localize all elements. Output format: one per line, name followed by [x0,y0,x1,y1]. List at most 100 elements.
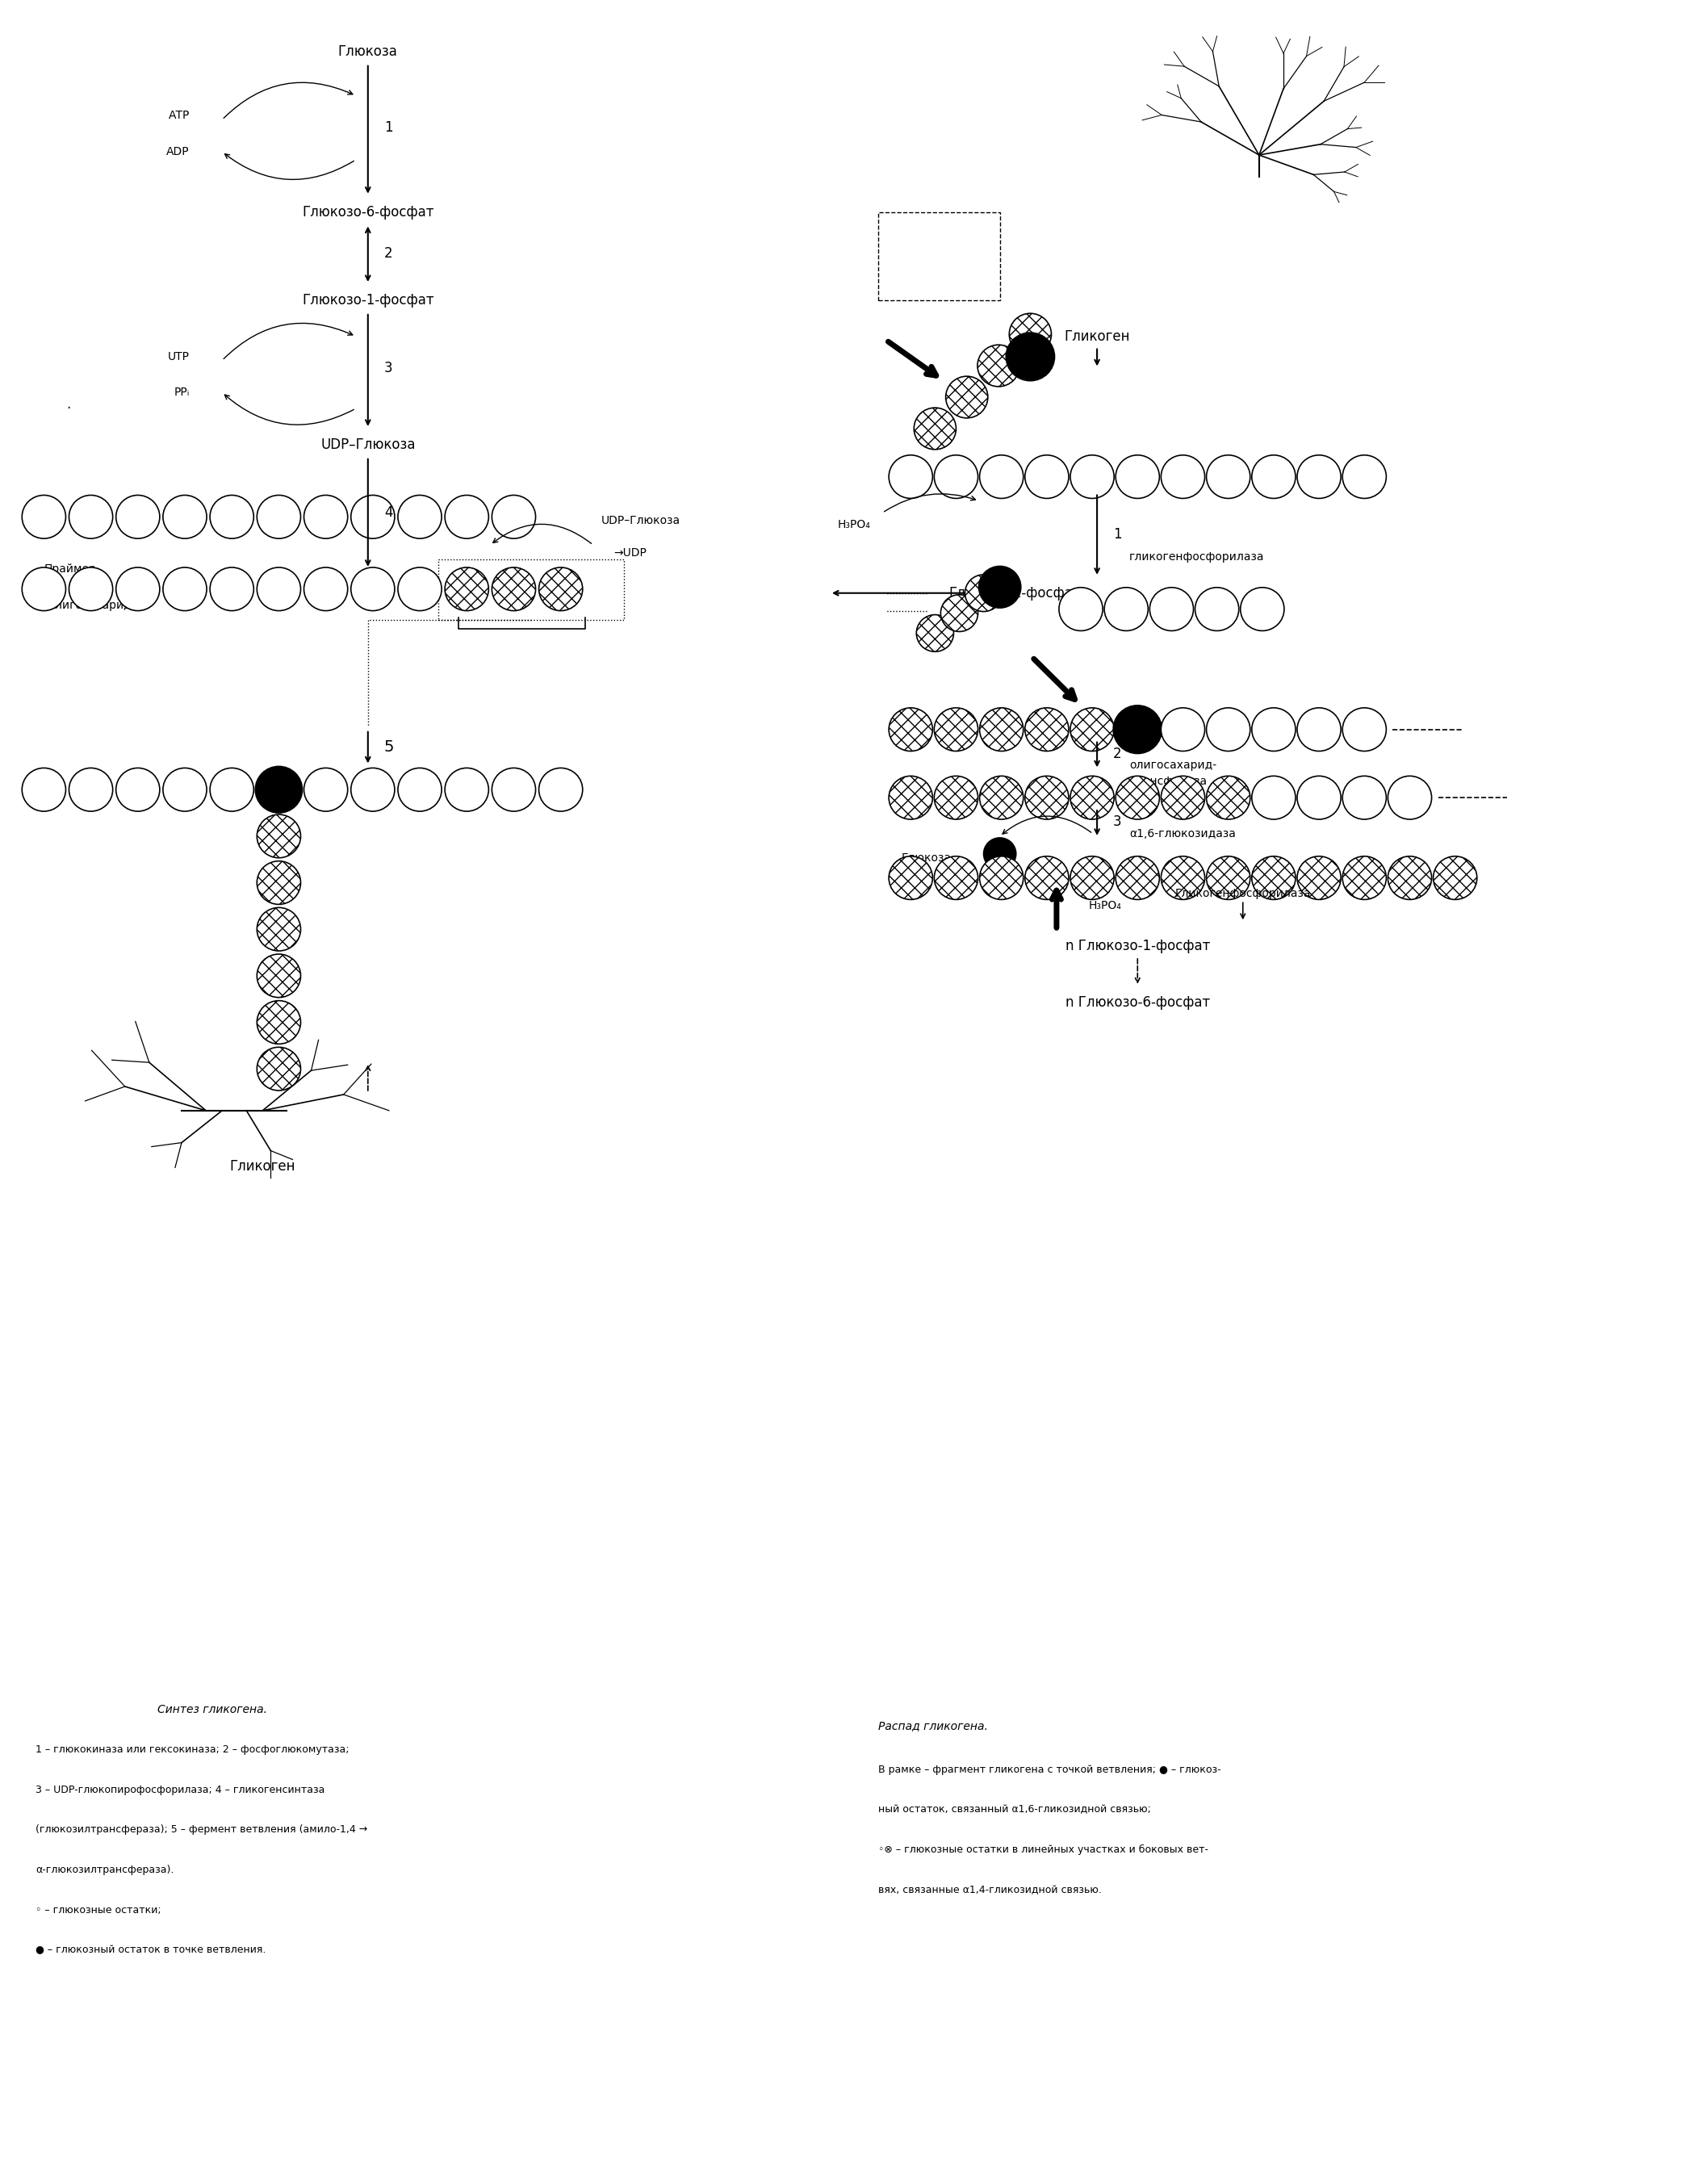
Circle shape [444,495,488,539]
Circle shape [256,1000,301,1043]
Circle shape [1196,587,1238,630]
Text: В рамке – фрагмент гликогена с точкой ветвления; ● – глюкоз-: В рамке – фрагмент гликогена с точкой ве… [878,1764,1221,1775]
Circle shape [1059,587,1103,630]
Circle shape [934,708,979,752]
Circle shape [965,574,1003,611]
Circle shape [1161,776,1204,819]
Circle shape [398,567,442,611]
Text: 1 – глюкокиназа или гексокиназа; 2 – фосфоглюкомутаза;: 1 – глюкокиназа или гексокиназа; 2 – фос… [36,1745,350,1756]
Circle shape [888,776,933,819]
Circle shape [254,767,302,813]
Text: .: . [67,398,70,413]
Circle shape [304,567,348,611]
Circle shape [22,767,65,811]
Circle shape [979,567,1021,608]
Circle shape [304,495,348,539]
Text: олигосахарид-: олигосахарид- [1129,761,1216,771]
Circle shape [1252,856,1296,900]
Text: H₃PO₄: H₃PO₄ [1090,900,1122,913]
Text: 1: 1 [1114,528,1122,541]
Circle shape [1115,856,1160,900]
Circle shape [22,495,65,539]
Circle shape [1252,454,1296,498]
Text: Глюкоза: Глюкоза [902,852,951,863]
Circle shape [1025,454,1069,498]
Circle shape [1071,856,1114,900]
Circle shape [934,776,979,819]
Circle shape [1071,776,1114,819]
Text: ный остаток, связанный α1,6-гликозидной связью;: ный остаток, связанный α1,6-гликозидной … [878,1804,1151,1814]
Circle shape [888,708,933,752]
Text: UDP–Глюкоза: UDP–Глюкоза [601,515,680,526]
Text: 1: 1 [384,120,393,135]
Circle shape [1114,706,1161,754]
Text: ◦ – глюкозные остатки;: ◦ – глюкозные остатки; [36,1906,161,1914]
Circle shape [162,495,207,539]
Text: H₃PO₄: H₃PO₄ [837,519,871,530]
Circle shape [1296,856,1341,900]
Circle shape [1161,856,1204,900]
Text: вях, связанные α1,4-гликозидной связью.: вях, связанные α1,4-гликозидной связью. [878,1884,1102,1895]
Text: n Глюкозо-6-фосфат: n Глюкозо-6-фосфат [1066,995,1209,1010]
Circle shape [1161,708,1204,752]
Circle shape [1206,708,1250,752]
Text: Синтез гликогена.: Синтез гликогена. [157,1704,266,1717]
Circle shape [888,454,933,498]
Text: Глюкозо-1-фосфат: Глюкозо-1-фосфат [948,587,1081,600]
Text: 3: 3 [384,361,393,376]
Text: 3 – UDP-глюкопирофосфорилаза; 4 – гликогенсинтаза: 3 – UDP-глюкопирофосфорилаза; 4 – гликог… [36,1784,325,1795]
Circle shape [941,595,979,632]
Circle shape [444,567,488,611]
Text: 3: 3 [1114,815,1122,828]
Text: (олигосахарид): (олигосахарид) [44,600,137,611]
Circle shape [1389,856,1431,900]
Circle shape [1071,708,1114,752]
Circle shape [22,567,65,611]
Text: ● – глюкозный остаток в точке ветвления.: ● – глюкозный остаток в точке ветвления. [36,1945,266,1956]
Circle shape [210,767,254,811]
Circle shape [1025,776,1069,819]
Text: гликогенфосфорилаза: гликогенфосфорилаза [1129,552,1264,563]
Text: n Глюкозо-1-фосфат: n Глюкозо-1-фосфат [1066,939,1209,954]
Circle shape [68,567,113,611]
Text: 5: 5 [384,739,395,754]
Text: ◦⊗ – глюкозные остатки в линейных участках и боковых вет-: ◦⊗ – глюкозные остатки в линейных участк… [878,1845,1209,1856]
Text: Гликоген: Гликоген [229,1160,295,1173]
Circle shape [492,495,536,539]
Circle shape [1252,776,1296,819]
Circle shape [210,567,254,611]
Circle shape [256,567,301,611]
Circle shape [980,856,1023,900]
Circle shape [68,495,113,539]
Circle shape [256,954,301,997]
Circle shape [1025,708,1069,752]
Text: Глюкозо-6-фосфат: Глюкозо-6-фосфат [302,204,434,219]
Text: α-глюкозилтрансфераза).: α-глюкозилтрансфераза). [36,1864,174,1875]
Circle shape [980,776,1023,819]
Text: Глюкозо-1-фосфат: Глюкозо-1-фосфат [302,293,434,309]
Text: АDP: АDP [167,146,190,156]
Text: АТP: АТP [169,111,190,122]
Text: 4: 4 [384,506,393,519]
Text: трансфераза: трансфераза [1129,776,1208,787]
Text: PPᵢ: PPᵢ [174,387,190,398]
Circle shape [162,767,207,811]
Circle shape [350,767,395,811]
Circle shape [116,495,161,539]
Circle shape [914,409,956,450]
Circle shape [162,567,207,611]
Circle shape [256,908,301,952]
Circle shape [256,815,301,858]
Circle shape [1342,708,1387,752]
Circle shape [1206,776,1250,819]
Circle shape [1206,454,1250,498]
Circle shape [210,495,254,539]
Text: (глюкозилтрансфераза); 5 – фермент ветвления (амило-1,4 →: (глюкозилтрансфераза); 5 – фермент ветвл… [36,1825,367,1836]
Text: α1,6-глюкозидаза: α1,6-глюкозидаза [1129,828,1237,839]
Circle shape [1105,587,1148,630]
Circle shape [1149,587,1194,630]
Text: →UDP: →UDP [613,548,646,558]
Circle shape [492,567,536,611]
Circle shape [1296,708,1341,752]
Circle shape [917,615,953,652]
